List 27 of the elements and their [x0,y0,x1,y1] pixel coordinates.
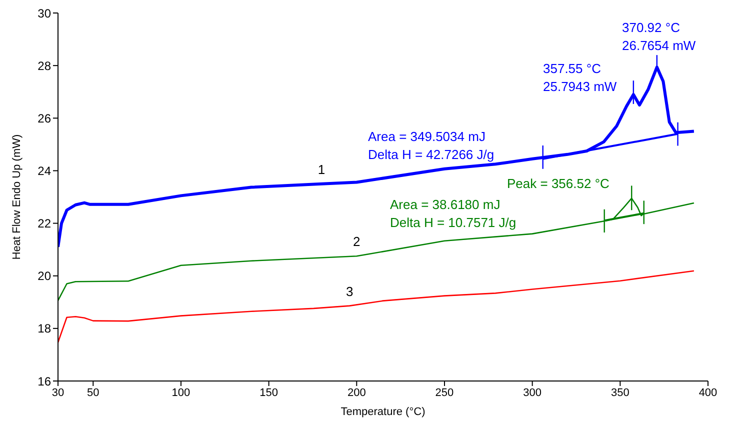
y-tick-label: 22 [38,216,52,231]
y-tick-label: 26 [38,111,52,126]
x-tick-label: 350 [610,386,630,399]
x-tick-label: 300 [523,386,542,399]
annotation: Area = 349.5034 mJ Delta H = 42.7266 J/g [368,129,494,162]
series-label: 3 [346,284,354,299]
y-axis-title: Heat Flow Endo Up (mW) [10,134,23,260]
x-tick-label: 100 [172,386,190,399]
series-label: 2 [353,234,360,250]
x-axis-title: Temperature (°C) [340,406,426,418]
x-tick-label: 200 [347,386,366,399]
y-tick-label: 28 [38,58,52,73]
y-tick-label: 16 [38,374,52,388]
x-tick-label: 30 [52,386,64,399]
y-tick-label: 18 [38,322,52,336]
x-tick-label: 150 [260,386,278,399]
x-tick-label: 250 [435,386,454,399]
x-tick-label: 400 [698,386,718,399]
annotation: 357.55 °C 25.7943 mW [543,61,618,94]
y-tick-label: 24 [38,164,52,178]
y-tick-label: 20 [38,269,52,284]
annotation: Peak = 356.52 °C [507,176,610,191]
x-tick-label: 50 [87,386,100,399]
annotation: 370.92 °C 26.7654 mW [622,20,696,53]
series-label: 1 [318,162,326,177]
annotation: Area = 38.6180 mJ Delta H = 10.7571 J/g [390,197,516,230]
y-tick-label: 30 [38,6,52,20]
